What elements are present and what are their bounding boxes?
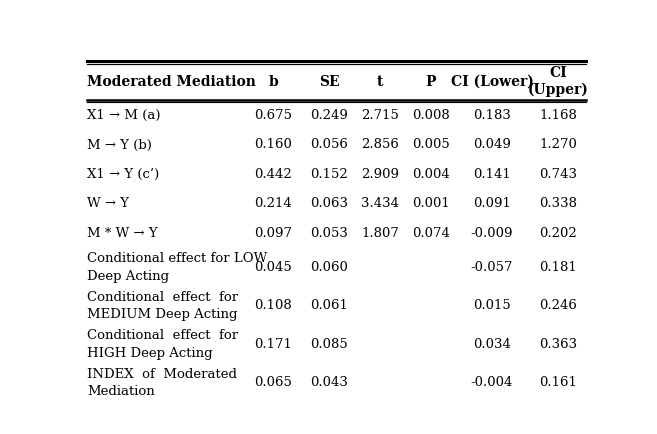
Text: 0.743: 0.743 xyxy=(539,168,578,181)
Text: 0.049: 0.049 xyxy=(473,138,511,151)
Text: 0.063: 0.063 xyxy=(310,197,348,210)
Text: SE: SE xyxy=(319,74,340,88)
Text: -0.004: -0.004 xyxy=(471,375,513,388)
Text: 0.161: 0.161 xyxy=(539,375,577,388)
Text: 0.061: 0.061 xyxy=(310,299,348,312)
Text: 0.675: 0.675 xyxy=(254,109,292,122)
Text: 0.152: 0.152 xyxy=(310,168,348,181)
Text: CI (Lower): CI (Lower) xyxy=(451,74,533,88)
Text: Deep Acting: Deep Acting xyxy=(87,269,170,282)
Text: b: b xyxy=(268,74,278,88)
Text: 1.168: 1.168 xyxy=(539,109,577,122)
Text: 0.005: 0.005 xyxy=(412,138,450,151)
Text: HIGH Deep Acting: HIGH Deep Acting xyxy=(87,346,213,359)
Text: 2.856: 2.856 xyxy=(361,138,399,151)
Text: 0.246: 0.246 xyxy=(539,299,577,312)
Text: X1 → Y (c’): X1 → Y (c’) xyxy=(87,168,160,181)
Text: 0.202: 0.202 xyxy=(539,227,577,240)
Text: -0.057: -0.057 xyxy=(471,260,513,273)
Text: 0.160: 0.160 xyxy=(254,138,292,151)
Text: Conditional  effect  for: Conditional effect for xyxy=(87,329,238,341)
Text: -0.009: -0.009 xyxy=(471,227,513,240)
Text: M * W → Y: M * W → Y xyxy=(87,227,158,240)
Text: Conditional effect for LOW: Conditional effect for LOW xyxy=(87,251,267,264)
Text: Mediation: Mediation xyxy=(87,385,155,398)
Text: M → Y (b): M → Y (b) xyxy=(87,138,152,151)
Text: 2.715: 2.715 xyxy=(361,109,399,122)
Text: 0.363: 0.363 xyxy=(539,337,578,350)
Text: MEDIUM Deep Acting: MEDIUM Deep Acting xyxy=(87,308,238,321)
Text: 2.909: 2.909 xyxy=(361,168,399,181)
Text: P: P xyxy=(426,74,436,88)
Text: 0.214: 0.214 xyxy=(254,197,292,210)
Text: 0.074: 0.074 xyxy=(412,227,450,240)
Text: 0.008: 0.008 xyxy=(412,109,450,122)
Text: 0.015: 0.015 xyxy=(473,299,511,312)
Text: 0.183: 0.183 xyxy=(473,109,511,122)
Text: 1.270: 1.270 xyxy=(539,138,577,151)
Text: t: t xyxy=(377,74,383,88)
Text: 0.171: 0.171 xyxy=(254,337,292,350)
Text: 0.338: 0.338 xyxy=(539,197,578,210)
Text: W → Y: W → Y xyxy=(87,197,129,210)
Text: 0.004: 0.004 xyxy=(412,168,450,181)
Text: INDEX  of  Moderated: INDEX of Moderated xyxy=(87,367,237,380)
Text: 0.108: 0.108 xyxy=(254,299,292,312)
Text: 0.085: 0.085 xyxy=(310,337,348,350)
Text: 0.056: 0.056 xyxy=(310,138,348,151)
Text: 0.181: 0.181 xyxy=(539,260,577,273)
Text: 0.141: 0.141 xyxy=(473,168,511,181)
Text: 0.034: 0.034 xyxy=(473,337,511,350)
Text: 0.091: 0.091 xyxy=(473,197,511,210)
Text: 0.053: 0.053 xyxy=(310,227,348,240)
Text: 0.442: 0.442 xyxy=(254,168,292,181)
Text: 0.045: 0.045 xyxy=(254,260,292,273)
Text: Moderated Mediation: Moderated Mediation xyxy=(87,74,256,88)
Text: 3.434: 3.434 xyxy=(361,197,399,210)
Text: 0.060: 0.060 xyxy=(310,260,348,273)
Text: 0.249: 0.249 xyxy=(310,109,348,122)
Text: X1 → M (a): X1 → M (a) xyxy=(87,109,161,122)
Text: 0.043: 0.043 xyxy=(310,375,348,388)
Text: 1.807: 1.807 xyxy=(361,227,399,240)
Text: 0.001: 0.001 xyxy=(412,197,450,210)
Text: Conditional  effect  for: Conditional effect for xyxy=(87,290,238,303)
Text: 0.097: 0.097 xyxy=(254,227,292,240)
Text: 0.065: 0.065 xyxy=(254,375,292,388)
Text: CI
(Upper): CI (Upper) xyxy=(528,66,589,97)
